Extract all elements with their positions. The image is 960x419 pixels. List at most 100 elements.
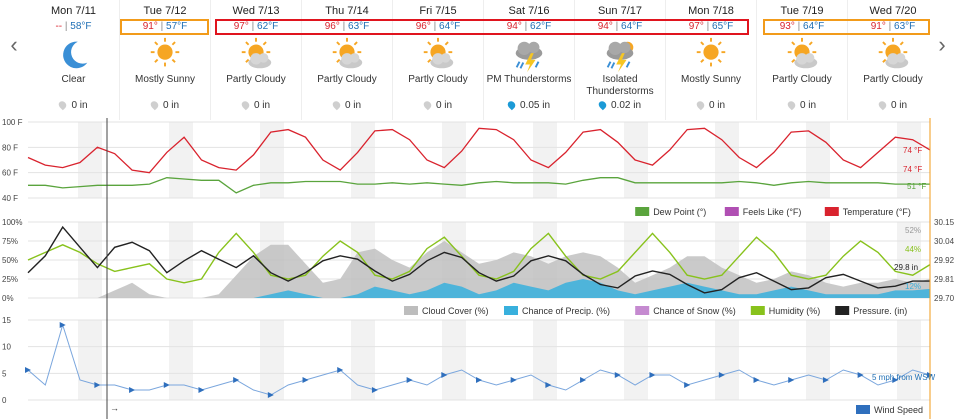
day-column[interactable]: Mon 7/11 -- | 58°F Clear 0 in	[28, 0, 119, 120]
wind-direction-arrow	[406, 377, 413, 383]
raindrop-icon	[506, 99, 517, 111]
y-tick-label: 25%	[2, 275, 18, 284]
wind-direction-arrow	[753, 377, 760, 383]
day-temps: 96° | 64°F	[415, 21, 461, 32]
day-temps: 91° | 63°F	[870, 21, 916, 32]
partly-cloudy-icon	[236, 36, 276, 74]
raindrop-icon	[331, 99, 342, 111]
low-temp: 62°F	[530, 21, 552, 32]
night-band	[806, 122, 830, 198]
wind-direction-arrow	[233, 377, 240, 383]
day-name: Tue 7/12	[143, 5, 187, 17]
raindrop-icon	[149, 99, 160, 111]
isolated-thunderstorm-icon	[600, 36, 640, 74]
day-temps: 94° | 62°F	[506, 21, 552, 32]
legend-swatch	[635, 306, 650, 315]
day-column[interactable]: Thu 7/14 96° | 63°F Partly Cloudy 0 in	[301, 0, 392, 120]
night-band	[260, 122, 284, 198]
day-column[interactable]: Wed 7/13 97° | 62°F Partly Cloudy 0 in	[210, 0, 301, 120]
hum-end-label: 52%	[905, 226, 921, 235]
thunderstorm-icon	[509, 36, 549, 74]
condition-text: Partly Cloudy	[317, 74, 377, 85]
legend-label: Humidity (%)	[769, 306, 821, 316]
wind-direction-arrow	[94, 382, 101, 388]
wind-direction-arrow	[302, 377, 309, 383]
condition-text: Partly Cloudy	[408, 74, 468, 85]
legend-swatch	[750, 306, 765, 315]
day-name: Tue 7/19	[780, 5, 824, 17]
pressure-line	[27, 225, 930, 294]
precip-amount: 0 in	[211, 99, 301, 111]
raindrop-icon	[597, 99, 608, 111]
low-temp: 64°F	[621, 21, 643, 32]
high-temp: 96°	[324, 21, 340, 32]
low-temp: 58°F	[70, 21, 92, 32]
condition-text: Isolated Thunderstorms	[586, 74, 654, 97]
day-column[interactable]: Fri 7/15 96° | 64°F Partly Cloudy 0 in	[392, 0, 483, 120]
night-band	[897, 122, 921, 198]
wind-direction-arrow	[545, 382, 552, 388]
next-days-arrow[interactable]: ›	[938, 32, 946, 57]
hourly-charts[interactable]: 100 F 80 F 60 F 40 F 100% 75% 50% 25% 0% 30.15 30.…	[0, 118, 960, 419]
precip-amount: 0.05 in	[484, 99, 574, 111]
wind-end-label: 5 mph from WSW	[872, 373, 936, 382]
night-band	[533, 122, 557, 198]
y-tick-label: 50%	[2, 256, 18, 265]
highlight-box-red	[215, 19, 749, 35]
day-temps: 94° | 64°F	[597, 21, 643, 32]
day-name: Wed 7/13	[232, 5, 280, 17]
night-band	[169, 122, 193, 198]
day-temps: 91° | 57°F	[142, 21, 188, 32]
y-tick-label: 15	[2, 316, 11, 325]
high-temp: 97°	[233, 21, 249, 32]
partly-cloudy-icon	[873, 36, 913, 74]
legend-label: Feels Like (°F)	[743, 207, 802, 217]
y-tick-label: 60 F	[2, 169, 18, 178]
wind-direction-arrow	[510, 377, 517, 383]
legend-swatch	[504, 306, 518, 315]
wind-direction-arrow	[684, 382, 691, 388]
low-temp: 65°F	[712, 21, 734, 32]
condition-text: Clear	[61, 74, 86, 85]
y-tick-label: 100%	[2, 218, 22, 227]
raindrop-icon	[695, 99, 706, 111]
day-column[interactable]: Tue 7/19 93° | 64°F Partly Cloudy 0 in	[756, 0, 847, 120]
wind-direction-arrow	[59, 322, 66, 328]
wind-direction-arrow	[476, 377, 482, 383]
day-column[interactable]: Tue 7/12 91° | 57°F Mostly Sunny 0 in	[119, 0, 210, 120]
night-band	[169, 320, 193, 400]
day-column[interactable]: Sat 7/16 94° | 62°F PM Thunderstorms 0.05 i…	[483, 0, 574, 120]
previous-days-arrow[interactable]: ‹	[10, 32, 18, 57]
day-column[interactable]: Mon 7/18 97° | 65°F Mostly Sunny 0 in	[665, 0, 756, 120]
condition-text: Mostly Sunny	[680, 74, 742, 85]
day-column[interactable]: Wed 7/20 91° | 63°F Partly Cloudy 0 in	[847, 0, 938, 120]
night-band	[260, 320, 284, 400]
raindrop-icon	[57, 99, 69, 111]
high-temp: 91°	[870, 21, 886, 32]
day-temps: 97° | 65°F	[688, 21, 734, 32]
legend-swatch	[835, 306, 850, 315]
wind-direction-arrow	[371, 387, 378, 393]
high-temp: --	[55, 21, 63, 32]
night-band	[78, 320, 102, 400]
daily-forecast-strip: Mon 7/11 -- | 58°F Clear 0 in Tue 7/12 91° | …	[28, 0, 930, 120]
low-temp: 63°F	[348, 21, 370, 32]
high-temp: 96°	[415, 21, 431, 32]
day-name: Sun 7/17	[597, 5, 643, 17]
precip-amount: 0 in	[393, 99, 483, 111]
day-name: Mon 7/11	[50, 5, 97, 17]
day-name: Fri 7/15	[419, 5, 457, 17]
condition-text: Partly Cloudy	[226, 74, 286, 85]
y-tick-label: 40 F	[2, 194, 18, 203]
y-tick-label: 80 F	[2, 143, 18, 152]
moon-icon	[54, 36, 94, 74]
condition-text: Partly Cloudy	[772, 74, 832, 85]
legend-label: Wind Speed	[874, 405, 923, 415]
wind-direction-arrow	[337, 367, 344, 373]
wind-direction-arrow	[822, 377, 829, 383]
legend-label: Pressure. (in)	[853, 306, 907, 316]
wind-direction-arrow	[857, 372, 864, 378]
precip-amount: 0 in	[666, 99, 756, 111]
precip-amount: 0 in	[302, 99, 392, 111]
day-column[interactable]: Sun 7/17 94° | 64°F Isolated Thunderstorms…	[574, 0, 665, 120]
